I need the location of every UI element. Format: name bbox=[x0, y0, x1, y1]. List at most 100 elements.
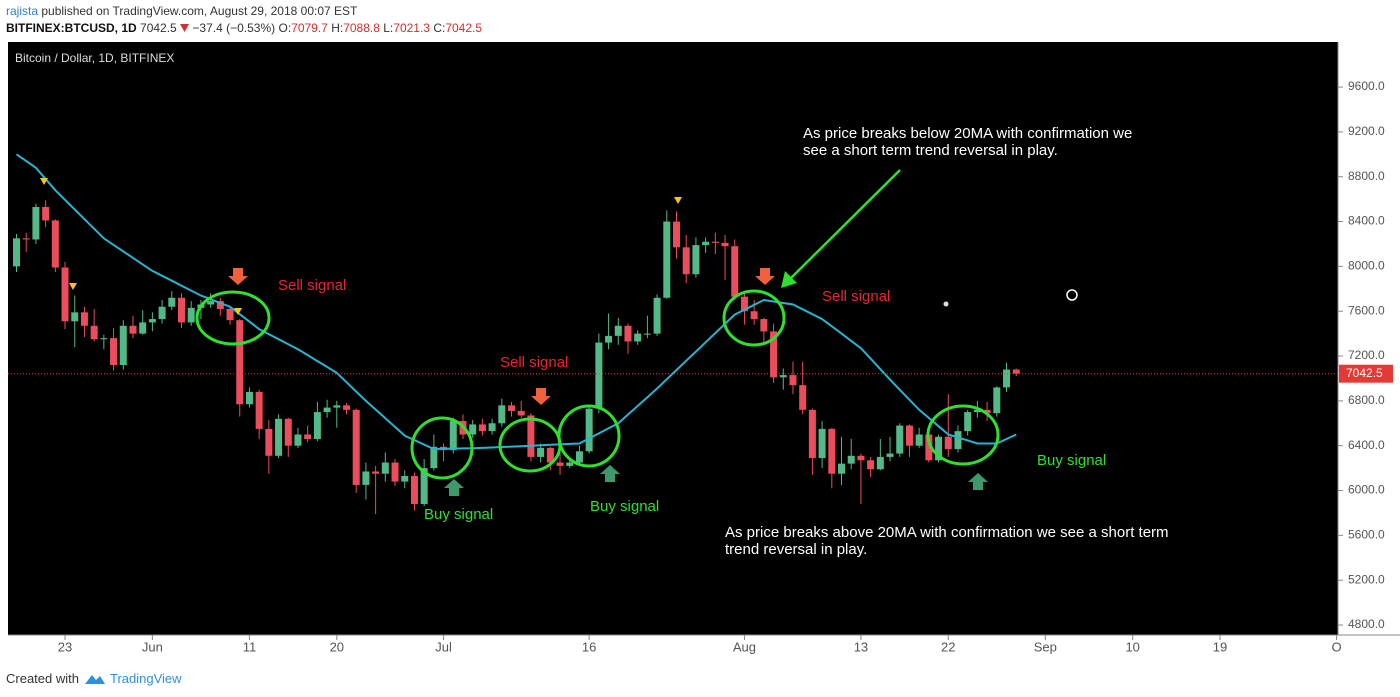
x-tick-label: Jun bbox=[142, 639, 163, 654]
annotation: Sell signal bbox=[822, 288, 890, 305]
published: published on TradingView.com, August 29,… bbox=[41, 4, 358, 18]
plot-background bbox=[8, 42, 1338, 635]
buy-arrow bbox=[444, 479, 464, 496]
candle-body bbox=[605, 335, 613, 343]
candle-body bbox=[236, 320, 244, 405]
candle-body bbox=[867, 460, 875, 470]
candle-body bbox=[935, 436, 943, 461]
candle-body bbox=[750, 311, 758, 320]
moving-average bbox=[15, 153, 1017, 451]
candle-body bbox=[362, 471, 370, 485]
candle-body bbox=[265, 428, 273, 456]
sell-arrow bbox=[228, 268, 248, 285]
x-tick-label: Aug bbox=[733, 639, 756, 654]
candle-body bbox=[546, 447, 554, 463]
y-tick-label: 8800.0 bbox=[1348, 169, 1385, 183]
candle-body bbox=[857, 455, 865, 461]
signal-circle bbox=[926, 404, 1000, 466]
candle-body bbox=[711, 241, 719, 243]
candle-body bbox=[207, 301, 215, 305]
sell-arrow bbox=[531, 388, 551, 405]
close-label: C: bbox=[433, 21, 446, 35]
candle-body bbox=[789, 375, 797, 386]
candle-body bbox=[148, 319, 156, 323]
brand[interactable]: TradingView bbox=[110, 671, 182, 686]
candle-body bbox=[702, 241, 710, 246]
candle-body bbox=[905, 425, 913, 446]
x-tick-label: 20 bbox=[330, 639, 344, 654]
candle-body bbox=[692, 245, 700, 275]
candle-body bbox=[731, 246, 739, 297]
high-value: 7088.8 bbox=[343, 21, 380, 35]
signal-arrows bbox=[40, 178, 1078, 496]
down-icon bbox=[180, 24, 190, 32]
candle-body bbox=[808, 409, 816, 459]
candle-body bbox=[216, 301, 224, 309]
candle-body bbox=[537, 447, 545, 457]
y-tick-label: 6400.0 bbox=[1348, 438, 1385, 452]
candle-body bbox=[896, 425, 904, 454]
candle-body bbox=[32, 206, 40, 240]
candle-body bbox=[1003, 369, 1011, 388]
dot bbox=[1066, 289, 1078, 301]
pointer-arrowhead bbox=[781, 271, 797, 288]
x-tick-label: 23 bbox=[58, 639, 72, 654]
pointer-arrow bbox=[789, 169, 901, 280]
buy-arrow bbox=[968, 473, 988, 490]
candle-body bbox=[294, 434, 302, 446]
candle-body bbox=[255, 391, 263, 429]
x-tick-label: O bbox=[1331, 639, 1341, 654]
candle-body bbox=[401, 475, 409, 482]
candle-body bbox=[420, 468, 428, 504]
x-tick-label: Jul bbox=[435, 639, 452, 654]
annotation: As price breaks below 20MA with confirma… bbox=[803, 125, 1132, 142]
candle-body bbox=[847, 455, 855, 464]
candle-body bbox=[139, 322, 147, 334]
candle-body bbox=[740, 296, 748, 312]
annotation: see a short term trend reversal in play. bbox=[803, 142, 1058, 159]
signal-circle bbox=[195, 290, 271, 346]
candle-body bbox=[585, 408, 593, 452]
change: −37.4 (−0.53%) bbox=[192, 21, 276, 35]
candle-body bbox=[770, 331, 778, 378]
candle-body bbox=[488, 423, 496, 432]
x-tick-label: 11 bbox=[243, 639, 257, 654]
last-price-box bbox=[1339, 364, 1393, 383]
y-tick-label: 6000.0 bbox=[1348, 483, 1385, 497]
candle-body bbox=[469, 424, 477, 435]
signal-circle bbox=[557, 404, 621, 468]
candle-body bbox=[614, 325, 622, 336]
candle-body bbox=[80, 312, 88, 326]
candle-body bbox=[372, 471, 380, 474]
candle-body bbox=[381, 462, 389, 474]
publish-line: rajista published on TradingView.com, Au… bbox=[6, 3, 482, 20]
candle-body bbox=[51, 220, 59, 268]
chart-title: Bitcoin / Dollar, 1D, BITFINEX bbox=[15, 51, 174, 65]
candle-body bbox=[187, 307, 195, 323]
sell-arrow bbox=[755, 268, 775, 285]
quote-line: BITFINEX:BTCUSD, 1D 7042.5 −37.4 (−0.53%… bbox=[6, 20, 482, 37]
candle-body bbox=[634, 333, 642, 342]
dot bbox=[943, 301, 949, 307]
candle-body bbox=[876, 456, 884, 470]
y-tick-label: 9600.0 bbox=[1348, 79, 1385, 93]
candle-body bbox=[129, 325, 137, 334]
candle-body bbox=[983, 409, 991, 414]
candle-body bbox=[478, 424, 486, 432]
candle-body bbox=[168, 297, 176, 307]
x-tick-label: 19 bbox=[1213, 639, 1227, 654]
brand-logo[interactable] bbox=[83, 671, 107, 685]
candle-body bbox=[643, 333, 651, 335]
candle-body bbox=[818, 428, 826, 459]
high-label: H: bbox=[331, 21, 344, 35]
author[interactable]: rajista bbox=[6, 4, 39, 18]
candle-body bbox=[575, 451, 583, 463]
symbol: BITFINEX:BTCUSD, 1D bbox=[6, 21, 137, 35]
candle-body bbox=[721, 242, 729, 247]
x-tick-label: 10 bbox=[1125, 639, 1139, 654]
x-tick-label: Sep bbox=[1034, 639, 1057, 654]
candle-body bbox=[323, 407, 331, 413]
candle-body bbox=[624, 325, 632, 342]
candle-body bbox=[653, 297, 661, 334]
